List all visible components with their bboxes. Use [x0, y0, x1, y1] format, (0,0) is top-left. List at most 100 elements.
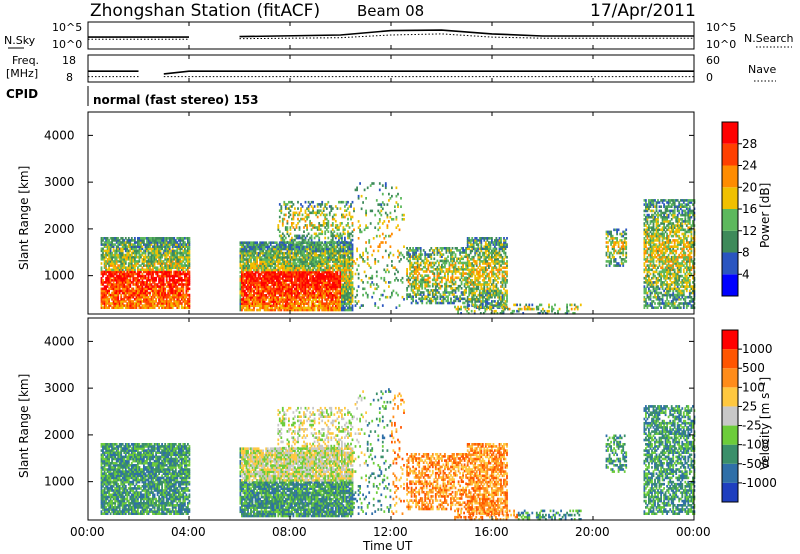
heatmap-cell — [352, 222, 354, 225]
heatmap-cell — [306, 224, 308, 227]
heatmap-cell — [446, 258, 448, 261]
heatmap-cell — [344, 209, 346, 212]
heatmap-cell — [308, 233, 310, 236]
heatmap-cell — [347, 218, 349, 221]
heatmap-cell — [102, 271, 104, 274]
heatmap-cell — [356, 258, 358, 261]
heatmap-cell — [400, 197, 402, 200]
heatmap-cell — [447, 255, 449, 258]
heatmap-cell — [255, 256, 257, 259]
heatmap-cell — [143, 288, 145, 291]
heatmap-cell — [397, 193, 399, 196]
heatmap-cell — [280, 205, 282, 208]
heatmap-cell — [383, 203, 385, 206]
heatmap-cell — [429, 277, 431, 280]
heatmap-cell — [189, 271, 191, 274]
heatmap-cell — [353, 288, 355, 291]
heatmap-cell — [433, 258, 435, 261]
heatmap-cell — [189, 294, 191, 297]
heatmap-cell — [113, 254, 115, 257]
heatmap-cell — [374, 288, 376, 291]
heatmap-cell — [397, 294, 399, 297]
heatmap-cell — [290, 214, 292, 217]
heatmap-cell — [113, 243, 115, 246]
heatmap-cell — [305, 254, 307, 257]
heatmap-cell — [305, 220, 307, 223]
heatmap-cell — [362, 294, 364, 297]
heatmap-cell — [346, 214, 348, 217]
heatmap-cell — [143, 304, 145, 307]
freq-series — [88, 71, 694, 76]
heatmap-cell — [364, 288, 366, 291]
heatmap-cell — [352, 201, 354, 204]
heatmap-cell — [324, 302, 326, 305]
heatmap-cell — [335, 224, 337, 227]
heatmap-cell — [426, 302, 428, 305]
heatmap-cell — [321, 230, 323, 233]
beam-label: Beam 08 — [357, 2, 424, 20]
heatmap-cell — [335, 205, 337, 208]
heatmap-cell — [356, 294, 358, 297]
heatmap-cell — [102, 306, 104, 309]
heatmap-cell — [324, 226, 326, 229]
heatmap-cell — [396, 187, 398, 190]
heatmap-cell — [362, 201, 364, 204]
heatmap-cell — [420, 247, 422, 250]
heatmap-cell — [264, 241, 266, 244]
heatmap-cell — [385, 271, 387, 274]
heatmap-cell — [264, 294, 266, 297]
heatmap-cell — [402, 281, 404, 284]
heatmap-cell — [314, 205, 316, 208]
heatmap-cell — [352, 305, 354, 308]
heatmap-cell — [421, 253, 423, 256]
heatmap-cell — [321, 201, 323, 204]
heatmap-cell — [377, 250, 379, 253]
heatmap-cell — [382, 241, 384, 244]
heatmap-cell — [376, 275, 378, 278]
heatmap-cell — [290, 209, 292, 212]
heatmap-cell — [305, 209, 307, 212]
heatmap-cell — [415, 247, 417, 250]
heatmap-cell — [388, 220, 390, 223]
cpid-label: CPID — [6, 87, 38, 101]
heatmap-cell — [396, 216, 398, 219]
heatmap-cell — [370, 266, 372, 269]
heatmap-cell — [244, 273, 246, 276]
heatmap-cell — [394, 210, 396, 213]
heatmap-cell — [385, 250, 387, 253]
heatmap-cell — [285, 203, 287, 206]
heatmap-cell — [294, 239, 296, 242]
power-heatmap — [101, 182, 696, 314]
heatmap-cell — [335, 214, 337, 217]
heatmap-cell — [305, 298, 307, 301]
heatmap-cell — [446, 300, 448, 303]
nsky-panel: N.Sky 10^5 10^0 10^5 10^0 N.Search — [4, 21, 794, 51]
heatmap-cell — [326, 214, 328, 217]
heatmap-cell — [374, 226, 376, 229]
heatmap-cell — [102, 248, 104, 251]
heatmap-cell — [294, 207, 296, 210]
nave-label: Nave — [748, 63, 776, 76]
heatmap-cell — [113, 260, 115, 263]
heatmap-cell — [379, 218, 381, 221]
heatmap-cell — [335, 220, 337, 223]
heatmap-cell — [293, 222, 295, 225]
heatmap-cell — [356, 290, 358, 293]
heatmap-cell — [415, 262, 417, 265]
heatmap-cell — [358, 285, 360, 288]
heatmap-cell — [387, 203, 389, 206]
heatmap-cell — [385, 281, 387, 284]
heatmap-cell — [382, 304, 384, 307]
heatmap-cell — [415, 277, 417, 280]
heatmap-cell — [305, 241, 307, 244]
heatmap-cell — [305, 307, 307, 310]
heatmap-cell — [134, 237, 136, 240]
heatmap-cell — [382, 233, 384, 236]
heatmap-cell — [373, 237, 375, 240]
heatmap-cell — [346, 241, 348, 244]
heatmap-cell — [379, 189, 381, 192]
heatmap-cell — [352, 216, 354, 219]
heatmap-cell — [374, 214, 376, 217]
heatmap-cell — [358, 237, 360, 240]
